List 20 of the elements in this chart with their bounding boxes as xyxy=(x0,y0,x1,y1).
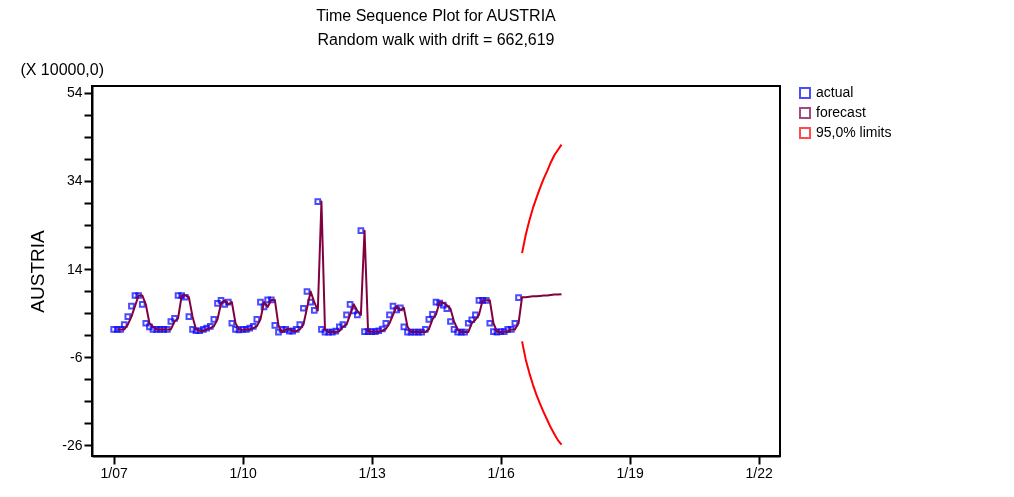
x-tick-label: 1/22 xyxy=(745,464,774,481)
x-tick-label: 1/10 xyxy=(229,464,258,481)
line-series xyxy=(521,143,563,255)
x-tick-label: 1/07 xyxy=(100,464,128,481)
line-series xyxy=(521,340,563,446)
y-tick-label: 34 xyxy=(66,172,83,189)
x-tick-label: 1/13 xyxy=(358,464,387,481)
chart-subtitle: Random walk with drift = 662,619 xyxy=(317,31,555,48)
x-tick-label: 1/19 xyxy=(616,464,644,481)
text: (X 10000,0) xyxy=(20,61,104,78)
y-tick-label: -6 xyxy=(70,348,83,365)
y-tick-label: 54 xyxy=(66,84,83,101)
y-tick-label: -26 xyxy=(62,436,83,453)
legend-label: forecast xyxy=(816,104,866,120)
legend-label: 95,0% limits xyxy=(816,124,892,140)
chart-title: Time Sequence Plot for AUSTRIA xyxy=(316,7,557,24)
y-axis-title: AUSTRIA xyxy=(27,230,49,313)
legend-label: actual xyxy=(816,84,854,100)
x-tick-label: 1/16 xyxy=(487,464,515,481)
y-tick-label: 14 xyxy=(66,260,83,277)
